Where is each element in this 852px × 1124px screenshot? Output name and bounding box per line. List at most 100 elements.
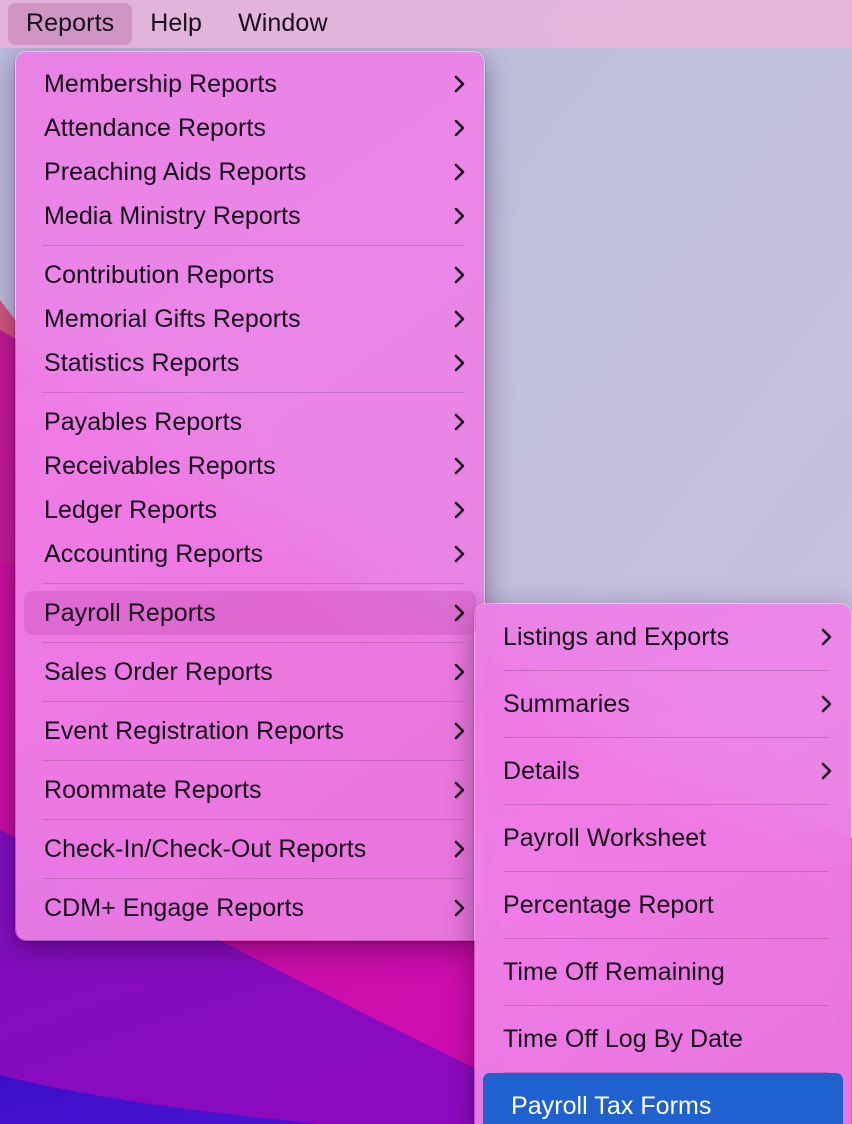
submenu-item-label: Details — [503, 756, 580, 785]
menu-item-label: Accounting Reports — [44, 539, 264, 568]
submenu-item-label: Payroll Worksheet — [503, 823, 707, 852]
menu-item-event-registration-reports[interactable]: Event Registration Reports — [16, 709, 484, 753]
menu-separator — [42, 819, 464, 820]
menu-item-preaching-aids-reports[interactable]: Preaching Aids Reports — [16, 150, 484, 194]
submenu-separator — [503, 871, 829, 872]
menu-item-sales-order-reports[interactable]: Sales Order Reports — [16, 650, 484, 694]
chevron-right-icon — [819, 760, 835, 782]
submenu-separator — [503, 804, 829, 805]
chevron-right-icon — [452, 161, 468, 183]
menu-bar: Reports Help Window — [0, 0, 852, 48]
menu-separator — [42, 245, 464, 246]
submenu-item-payroll-worksheet[interactable]: Payroll Worksheet — [475, 805, 851, 871]
menu-item-contribution-reports[interactable]: Contribution Reports — [16, 253, 484, 297]
menu-separator — [42, 392, 464, 393]
menubar-item-reports[interactable]: Reports — [8, 3, 133, 45]
submenu-item-time-off-log-by-date[interactable]: Time Off Log By Date — [475, 1006, 851, 1072]
submenu-item-label: Percentage Report — [503, 890, 714, 919]
menu-item-label: Media Ministry Reports — [44, 201, 301, 230]
menu-item-media-ministry-reports[interactable]: Media Ministry Reports — [16, 194, 484, 238]
submenu-item-listings-and-exports[interactable]: Listings and Exports — [475, 604, 851, 670]
menu-item-memorial-gifts-reports[interactable]: Memorial Gifts Reports — [16, 297, 484, 341]
submenu-item-label: Time Off Remaining — [503, 957, 725, 986]
chevron-right-icon — [452, 411, 468, 433]
menu-separator — [42, 583, 464, 584]
submenu-item-percentage-report[interactable]: Percentage Report — [475, 872, 851, 938]
menu-item-label: Preaching Aids Reports — [44, 157, 307, 186]
menu-backdrop — [16, 52, 484, 940]
menubar-item-window[interactable]: Window — [220, 3, 346, 45]
menu-item-payables-reports[interactable]: Payables Reports — [16, 400, 484, 444]
menubar-item-label: Reports — [26, 9, 115, 38]
payroll-reports-submenu: Listings and Exports Summaries Details — [474, 603, 852, 1124]
menu-item-accounting-reports[interactable]: Accounting Reports — [16, 532, 484, 576]
menu-item-ledger-reports[interactable]: Ledger Reports — [16, 488, 484, 532]
menu-item-label: Payroll Reports — [44, 598, 216, 627]
submenu-item-time-off-remaining[interactable]: Time Off Remaining — [475, 939, 851, 1005]
chevron-right-icon — [452, 352, 468, 374]
submenu-backdrop — [475, 604, 851, 1124]
chevron-right-icon — [452, 897, 468, 919]
menubar-item-label: Window — [238, 9, 328, 38]
chevron-right-icon — [819, 693, 835, 715]
menu-item-label: Membership Reports — [44, 69, 277, 98]
menu-item-label: Contribution Reports — [44, 260, 275, 289]
menu-item-label: Ledger Reports — [44, 495, 218, 524]
menu-item-label: Payables Reports — [44, 407, 243, 436]
chevron-right-icon — [452, 205, 468, 227]
menu-item-label: Sales Order Reports — [44, 657, 273, 686]
chevron-right-icon — [452, 543, 468, 565]
submenu-item-label: Payroll Tax Forms — [511, 1091, 712, 1120]
menu-item-statistics-reports[interactable]: Statistics Reports — [16, 341, 484, 385]
menu-item-payroll-reports[interactable]: Payroll Reports — [24, 591, 476, 635]
menubar-item-help[interactable]: Help — [132, 3, 220, 45]
submenu-separator — [503, 1005, 829, 1006]
submenu-separator — [503, 1072, 829, 1073]
menu-separator — [42, 760, 464, 761]
menu-bottom-padding — [16, 930, 484, 940]
submenu-item-payroll-tax-forms[interactable]: Payroll Tax Forms — [483, 1073, 843, 1124]
submenu-item-label: Time Off Log By Date — [503, 1024, 743, 1053]
menu-item-label: Check-In/Check-Out Reports — [44, 834, 367, 863]
menu-item-label: Memorial Gifts Reports — [44, 304, 301, 333]
submenu-item-summaries[interactable]: Summaries — [475, 671, 851, 737]
menu-item-label: Attendance Reports — [44, 113, 266, 142]
menu-separator — [42, 878, 464, 879]
submenu-separator — [503, 670, 829, 671]
menu-item-cdm-engage-reports[interactable]: CDM+ Engage Reports — [16, 886, 484, 930]
chevron-right-icon — [452, 602, 468, 624]
chevron-right-icon — [452, 264, 468, 286]
chevron-right-icon — [452, 117, 468, 139]
reports-dropdown-menu: Membership Reports Attendance Reports Pr… — [15, 51, 485, 941]
chevron-right-icon — [452, 308, 468, 330]
menu-separator — [42, 642, 464, 643]
menu-item-attendance-reports[interactable]: Attendance Reports — [16, 106, 484, 150]
menu-item-membership-reports[interactable]: Membership Reports — [16, 62, 484, 106]
menu-item-label: Statistics Reports — [44, 348, 240, 377]
chevron-right-icon — [452, 455, 468, 477]
chevron-right-icon — [452, 661, 468, 683]
menu-item-label: Receivables Reports — [44, 451, 276, 480]
menu-item-label: CDM+ Engage Reports — [44, 893, 305, 922]
submenu-separator — [503, 938, 829, 939]
submenu-item-details[interactable]: Details — [475, 738, 851, 804]
chevron-right-icon — [452, 499, 468, 521]
chevron-right-icon — [452, 73, 468, 95]
reports-menu-items: Membership Reports Attendance Reports Pr… — [16, 52, 484, 940]
menubar-item-label: Help — [150, 9, 203, 38]
menu-item-roommate-reports[interactable]: Roommate Reports — [16, 768, 484, 812]
chevron-right-icon — [819, 626, 835, 648]
menu-item-label: Event Registration Reports — [44, 716, 345, 745]
menu-separator — [42, 701, 464, 702]
submenu-separator — [503, 737, 829, 738]
menu-item-receivables-reports[interactable]: Receivables Reports — [16, 444, 484, 488]
menu-item-check-in-check-out-reports[interactable]: Check-In/Check-Out Reports — [16, 827, 484, 871]
chevron-right-icon — [452, 779, 468, 801]
chevron-right-icon — [452, 720, 468, 742]
submenu-item-label: Listings and Exports — [503, 622, 730, 651]
menu-top-padding — [16, 52, 484, 62]
payroll-submenu-items: Listings and Exports Summaries Details — [475, 604, 851, 1124]
menu-item-label: Roommate Reports — [44, 775, 262, 804]
submenu-item-label: Summaries — [503, 689, 630, 718]
